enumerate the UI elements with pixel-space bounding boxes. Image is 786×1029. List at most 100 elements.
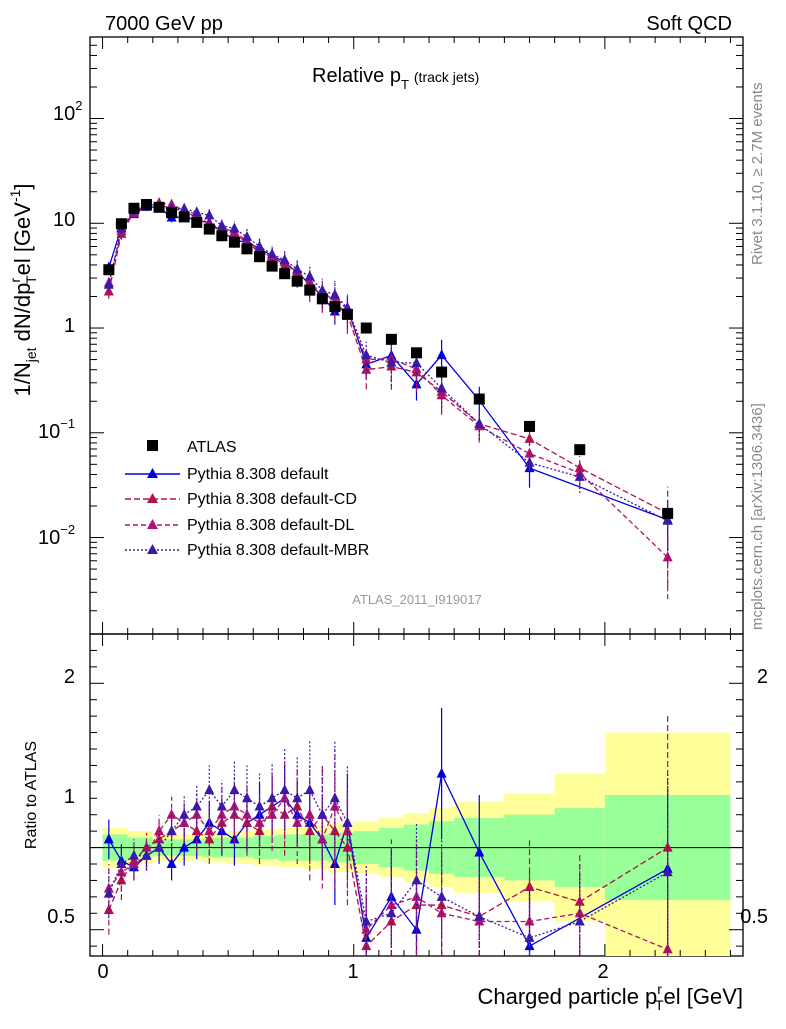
ratio-marker-mbr (386, 907, 397, 918)
marker-atlas (385, 333, 397, 345)
marker-mbr (329, 288, 340, 299)
marker-atlas (291, 275, 303, 287)
xtick-2: 2 (597, 961, 608, 983)
y-axis-label-main: 1/Njet dN/dprTel [GeV-1] (7, 183, 39, 396)
marker-atlas (316, 293, 328, 305)
plot-title: Relative pT (track jets) (312, 65, 479, 92)
marker-mbr (411, 356, 422, 367)
legend-marker-mbr (147, 544, 158, 554)
ratio-marker-dl (411, 890, 422, 901)
ratio-marker-dl (574, 907, 585, 918)
ratio-marker-dl (216, 808, 227, 819)
marker-mbr (304, 270, 315, 281)
legend-label-atlas: ATLAS (187, 439, 237, 456)
ratio-marker-dl (524, 915, 535, 926)
ratio-marker-dl (386, 899, 397, 910)
marker-atlas (360, 322, 372, 334)
ratio-marker-mbr (141, 849, 152, 860)
ratio-marker-cd (574, 895, 585, 906)
tick-layer (90, 36, 743, 956)
legend-label-default: Pythia 8.308 default (187, 466, 329, 483)
marker-atlas (228, 236, 240, 248)
marker-atlas (141, 199, 153, 211)
marker-mbr (292, 263, 303, 274)
ratio-marker-mbr (524, 931, 535, 942)
marker-atlas (266, 260, 278, 272)
analysis-watermark: ATLAS_2011_I919017 (352, 592, 482, 607)
marker-dl (662, 551, 673, 562)
marker-dl (411, 363, 422, 374)
legend-marker-default (147, 468, 158, 478)
header-left: 7000 GeV pp (105, 13, 223, 35)
marker-mbr (254, 240, 265, 251)
ratio-marker-cd (524, 881, 535, 891)
legend-marker-cd (147, 493, 158, 503)
ytick-main-2: 1 (64, 315, 75, 337)
ratio-marker-default (179, 841, 190, 852)
legend-entry-default: Pythia 8.308 default (125, 466, 329, 483)
marker-atlas (436, 366, 448, 378)
xtick-0: 0 (97, 961, 108, 983)
ratio-marker-mbr (179, 808, 190, 819)
y-axis-label-ratio: Ratio to ATLAS (23, 741, 40, 849)
ratio-marker-default (103, 833, 114, 844)
legend-label-cd: Pythia 8.308 default-CD (187, 491, 357, 508)
ratio-marker-mbr (267, 792, 278, 803)
marker-mbr (386, 356, 397, 367)
rivet-label: Rivet 3.1.10, ≥ 2.7M events (749, 83, 766, 266)
marker-atlas (254, 251, 266, 263)
marker-mbr (474, 417, 485, 428)
x-axis-label: Charged particle pr Tel [GeV] (478, 981, 744, 1013)
marker-atlas (128, 202, 140, 214)
marker-atlas (166, 207, 178, 219)
ratio-marker-mbr (116, 858, 127, 868)
marker-mbr (179, 202, 190, 213)
marker-mbr (279, 254, 290, 265)
marker-atlas (241, 243, 253, 255)
legend-entry-dl: Pythia 8.308 default-DL (125, 517, 354, 534)
marker-mbr (524, 456, 535, 467)
header-right: Soft QCD (646, 13, 732, 35)
ratio-marker-mbr (292, 792, 303, 803)
ratio-marker-mbr (304, 784, 315, 795)
ratio-marker-mbr (329, 792, 340, 803)
ratio-marker-mbr (154, 841, 165, 852)
marker-atlas (279, 268, 291, 280)
marker-dl (524, 447, 535, 458)
ratio-marker-mbr (254, 800, 265, 811)
ratio-line-mbr (108, 789, 668, 939)
marker-mbr (436, 382, 447, 393)
marker-atlas (524, 420, 536, 432)
marker-mbr (662, 514, 673, 525)
ytick-main-3: 10−1 (38, 416, 75, 443)
marker-atlas (178, 211, 190, 223)
marker-atlas (191, 216, 203, 228)
ratio-marker-dl (662, 943, 673, 954)
legend-marker-atlas (147, 440, 158, 451)
ytick-main-4: 10−2 (38, 522, 75, 549)
marker-atlas (329, 301, 341, 313)
ratio-marker-mbr (411, 874, 422, 885)
marker-mbr (361, 349, 372, 360)
ytick-ratio-right-2: 0.5 (740, 906, 768, 928)
ratio-marker-dl (166, 808, 177, 819)
marker-atlas (153, 201, 165, 213)
ytick-ratio-left-1: 1 (64, 786, 75, 808)
marker-atlas (304, 284, 316, 296)
line-mbr (108, 206, 668, 522)
marker-atlas (115, 218, 127, 230)
series-layer (103, 196, 674, 956)
ytick-ratio-right-0: 2 (757, 666, 768, 688)
marker-atlas (341, 308, 353, 320)
ratio-marker-mbr (204, 784, 215, 795)
marker-atlas (574, 444, 586, 456)
ratio-marker-dl (436, 907, 447, 918)
marker-dl (304, 275, 315, 286)
marker-atlas (473, 393, 485, 405)
mcplots-label: mcplots.cern.ch [arXiv:1306.3436] (749, 403, 766, 630)
marker-atlas (216, 230, 228, 242)
ytick-main-1: 10 (53, 209, 75, 231)
marker-mbr (216, 219, 227, 230)
